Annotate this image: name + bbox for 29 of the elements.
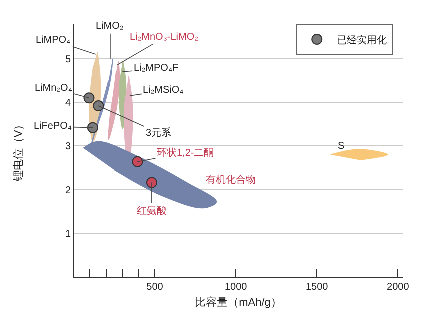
annotation: 3元系 bbox=[146, 127, 172, 139]
annotation: LiMO₂ bbox=[96, 21, 124, 32]
y-axis-title: 锂电位（V） bbox=[12, 119, 26, 183]
y-tick-label: 5 bbox=[65, 54, 72, 66]
y-tick-label: 2 bbox=[65, 185, 72, 196]
point bbox=[146, 177, 158, 188]
point bbox=[132, 156, 144, 168]
point bbox=[87, 122, 98, 134]
y-tick-label: 3 bbox=[65, 142, 72, 153]
annotation: 环状1,2-二酮 bbox=[157, 147, 214, 159]
annotation: S bbox=[338, 141, 345, 152]
annotation: Li₂MSiO₄ bbox=[143, 85, 184, 96]
x-tick-label: 2000 bbox=[387, 282, 410, 293]
annotation: 红氨酸 bbox=[137, 205, 167, 217]
legend-label: 已经实用化 bbox=[337, 34, 388, 46]
annotation: Li₂MPO₄F bbox=[134, 63, 179, 74]
x-tick-label: 500 bbox=[146, 282, 164, 293]
y-tick-label: 1 bbox=[65, 228, 72, 240]
point bbox=[93, 100, 104, 112]
annotation: Li₂MnO₃-LiMO₂ bbox=[130, 32, 199, 43]
annotation: 有机化合物 bbox=[206, 174, 256, 186]
annotation: LiMPO₄ bbox=[36, 35, 71, 46]
point bbox=[84, 92, 95, 104]
x-tick-label: 1500 bbox=[306, 282, 329, 293]
y-tick-label: 4 bbox=[65, 98, 72, 110]
annotation: LiFePO₄ bbox=[34, 121, 72, 132]
annotation: LiMn₂O₄ bbox=[35, 83, 72, 94]
x-axis-title: 比容量（mAh/g） bbox=[195, 296, 282, 310]
x-tick-label: 1000 bbox=[224, 282, 248, 293]
